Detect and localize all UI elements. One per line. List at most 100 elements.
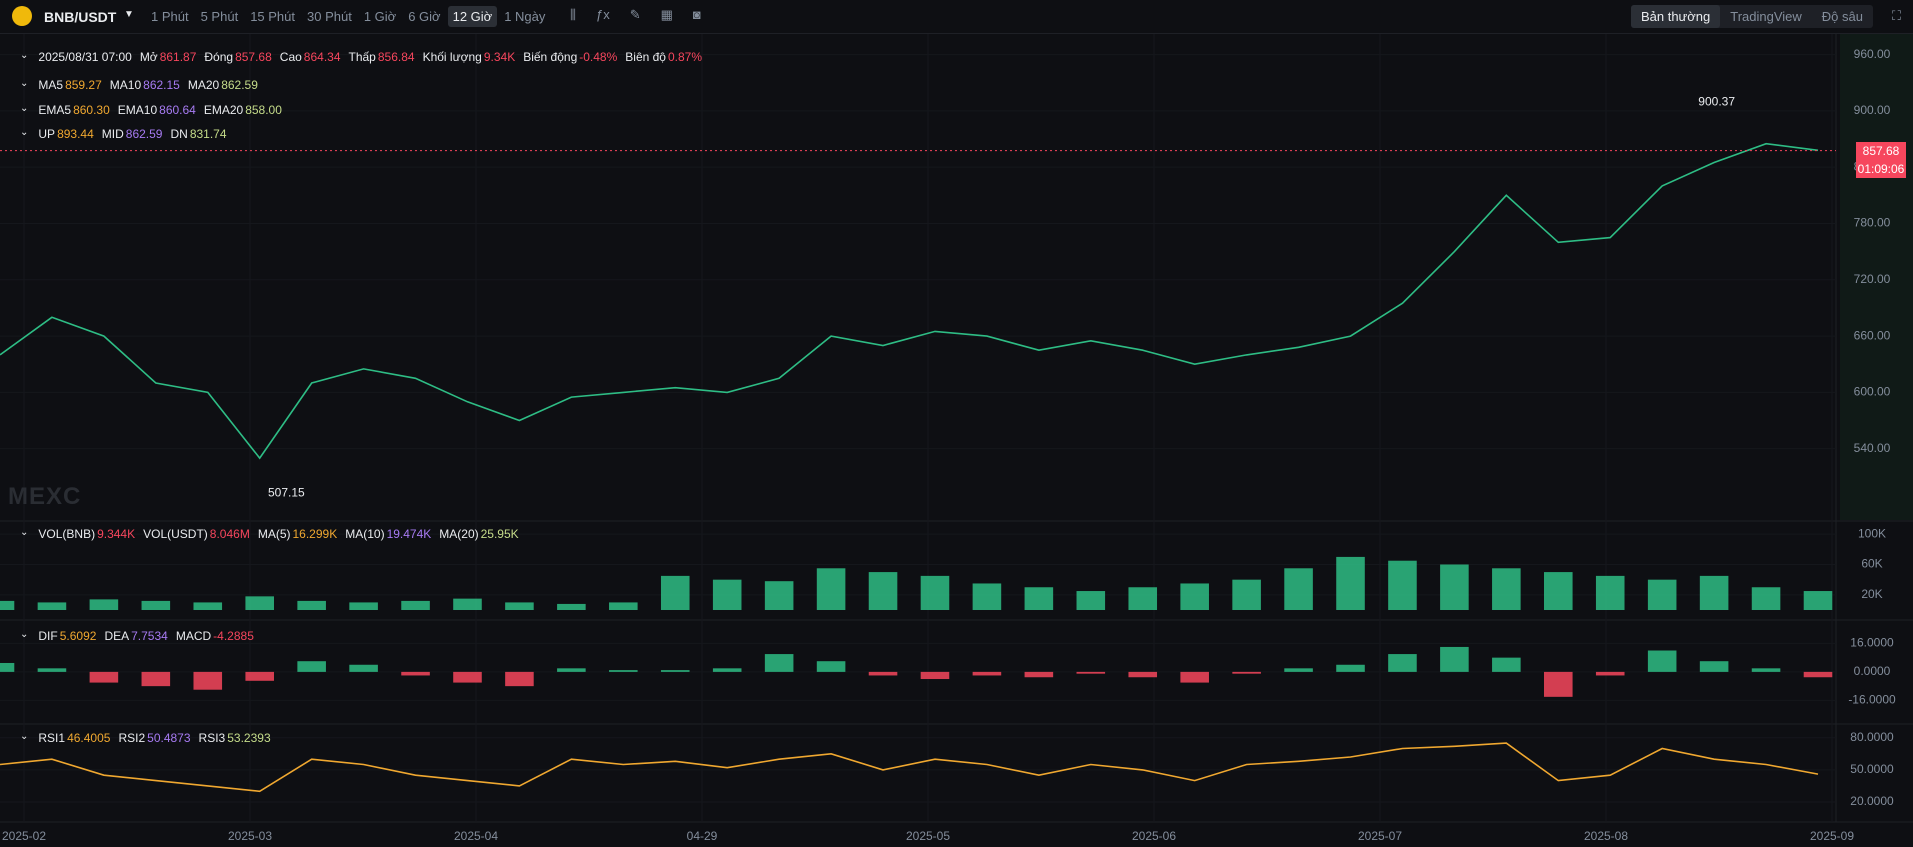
interval-tab[interactable]: 5 Phút xyxy=(200,9,239,24)
interval-tab[interactable]: 1 Phút xyxy=(151,9,189,24)
legend-label: VOL(BNB) xyxy=(38,527,96,541)
collapse-icon[interactable]: ⌄ xyxy=(20,127,29,138)
x-tick-label: 2025-07 xyxy=(1358,829,1402,843)
volume-bar xyxy=(712,579,742,610)
volume-bar xyxy=(816,568,846,610)
collapse-icon[interactable]: ⌄ xyxy=(20,731,29,742)
y-tick-label: 100K xyxy=(1858,526,1886,540)
legend-item: MA(5) 16.299K xyxy=(258,527,337,541)
y-tick-label: 60K xyxy=(1861,557,1882,571)
volume-bar xyxy=(764,581,794,610)
boll-legend: ⌄ UP 893.44 MID 862.59 DN 831.74 xyxy=(20,127,227,141)
interval-tab[interactable]: 1 Ngày xyxy=(504,9,546,24)
volume-bar xyxy=(505,602,534,610)
legend-item: Đóng 857.68 xyxy=(204,50,271,64)
legend-value: 861.87 xyxy=(159,50,197,64)
interval-tab[interactable]: 1 Giờ xyxy=(363,9,397,24)
high-label: 900.37 xyxy=(1698,95,1735,109)
interval-tab[interactable]: 12 Giờ xyxy=(447,6,498,27)
y-tick-label: 20K xyxy=(1861,587,1882,601)
legend-item: DN 831.74 xyxy=(170,127,226,141)
rsi-line xyxy=(0,742,1819,793)
collapse-icon[interactable]: ⌄ xyxy=(20,50,29,61)
volume-bar xyxy=(1595,575,1625,610)
legend-item: VOL(USDT) 8.046M xyxy=(143,527,250,541)
interval-tab[interactable]: 15 Phút xyxy=(250,9,296,24)
layout-icon[interactable]: ▦ xyxy=(660,7,673,22)
view-tab[interactable]: TradingView xyxy=(1730,9,1802,24)
fullscreen-icon[interactable]: ⛶ xyxy=(1891,8,1901,23)
countdown-tag: 01:09:06 xyxy=(1856,159,1906,178)
x-tick-label: 2025-04 xyxy=(454,829,498,843)
macd-bar xyxy=(1284,668,1313,672)
macd-bar xyxy=(1388,654,1417,672)
collapse-icon[interactable]: ⌄ xyxy=(20,78,29,89)
legend-label: UP xyxy=(38,127,56,141)
legend-item: RSI1 46.4005 xyxy=(38,731,110,745)
macd-bar xyxy=(141,671,171,687)
ma-legend: ⌄ MA5 859.27 MA10 862.15 MA20 862.59 xyxy=(20,78,258,92)
vol-legend: ⌄ VOL(BNB) 9.344K VOL(USDT) 8.046M MA(5) 16.29… xyxy=(20,527,519,541)
legend-label: EMA5 xyxy=(38,103,72,117)
symbol[interactable]: BNB/USDT xyxy=(44,9,117,25)
price-line xyxy=(0,142,1819,460)
volume-bar xyxy=(972,583,1002,610)
volume-bar xyxy=(193,602,223,610)
legend-label: Khối lượng xyxy=(422,50,482,64)
symbol-caret[interactable]: ▼ xyxy=(124,9,134,20)
volume-bar xyxy=(920,575,950,610)
volume-bar xyxy=(1232,579,1261,610)
legend-value: 858.00 xyxy=(245,103,282,117)
y-tick-label: 80.0000 xyxy=(1850,730,1894,744)
macd-bar xyxy=(1699,661,1729,672)
legend-label: MA(10) xyxy=(345,527,385,541)
volume-bar xyxy=(89,599,119,610)
x-tick-label: 2025-03 xyxy=(228,829,272,843)
legend-item: Biến động -0.48% xyxy=(523,50,617,64)
view-tab[interactable]: Độ sâu xyxy=(1821,9,1863,24)
macd-bar xyxy=(453,671,482,683)
volume-bar xyxy=(1699,575,1729,610)
macd-bar xyxy=(1492,657,1521,672)
interval-tab[interactable]: 6 Giờ xyxy=(408,9,441,24)
volume-bar xyxy=(37,602,67,610)
legend-item: DIF 5.6092 xyxy=(38,629,96,643)
volume-bar xyxy=(297,600,326,610)
y-tick-label: 600.00 xyxy=(1854,385,1891,399)
volume-bar xyxy=(1128,587,1158,610)
legend-item: MACD -4.2885 xyxy=(176,629,254,643)
y-tick-label: 660.00 xyxy=(1854,328,1891,342)
indicator-icon[interactable]: ⫼ xyxy=(570,7,576,22)
collapse-icon[interactable]: ⌄ xyxy=(20,629,29,640)
volume-bar xyxy=(349,602,378,610)
legend-item: VOL(BNB) 9.344K xyxy=(38,527,135,541)
volume-bar xyxy=(660,575,690,610)
macd-bar xyxy=(1024,671,1054,678)
macd-bar xyxy=(245,671,274,681)
y-tick-label: -16.0000 xyxy=(1848,693,1896,707)
collapse-icon[interactable]: ⌄ xyxy=(20,527,29,538)
snapshot-icon[interactable]: ◙ xyxy=(692,7,701,22)
draw-icon[interactable]: ✎ xyxy=(629,7,641,22)
legend-value: 862.15 xyxy=(143,78,180,92)
y-tick-label: 960.00 xyxy=(1854,47,1891,61)
macd-bar xyxy=(1336,664,1365,672)
interval-tab[interactable]: 30 Phút xyxy=(307,9,352,24)
legend-value: 53.2393 xyxy=(227,731,271,745)
legend-label: EMA10 xyxy=(117,103,158,117)
price-axis-band xyxy=(1840,33,1913,520)
volume-bar xyxy=(1440,564,1469,610)
volume-bar xyxy=(1076,591,1106,610)
macd-bar xyxy=(764,654,794,672)
legend-value: 862.59 xyxy=(125,127,163,141)
legend-value: 860.30 xyxy=(73,103,110,117)
view-tab[interactable]: Bản thường xyxy=(1630,5,1721,28)
legend-label: DIF xyxy=(38,629,58,643)
y-tick-label: 16.0000 xyxy=(1850,636,1894,650)
legend-value: 864.34 xyxy=(303,50,341,64)
legend-label: DN xyxy=(170,127,188,141)
formula-icon[interactable]: ƒx xyxy=(595,7,610,22)
legend-item: RSI2 50.4873 xyxy=(118,731,190,745)
collapse-icon[interactable]: ⌄ xyxy=(20,103,29,114)
legend-value: 50.4873 xyxy=(147,731,191,745)
